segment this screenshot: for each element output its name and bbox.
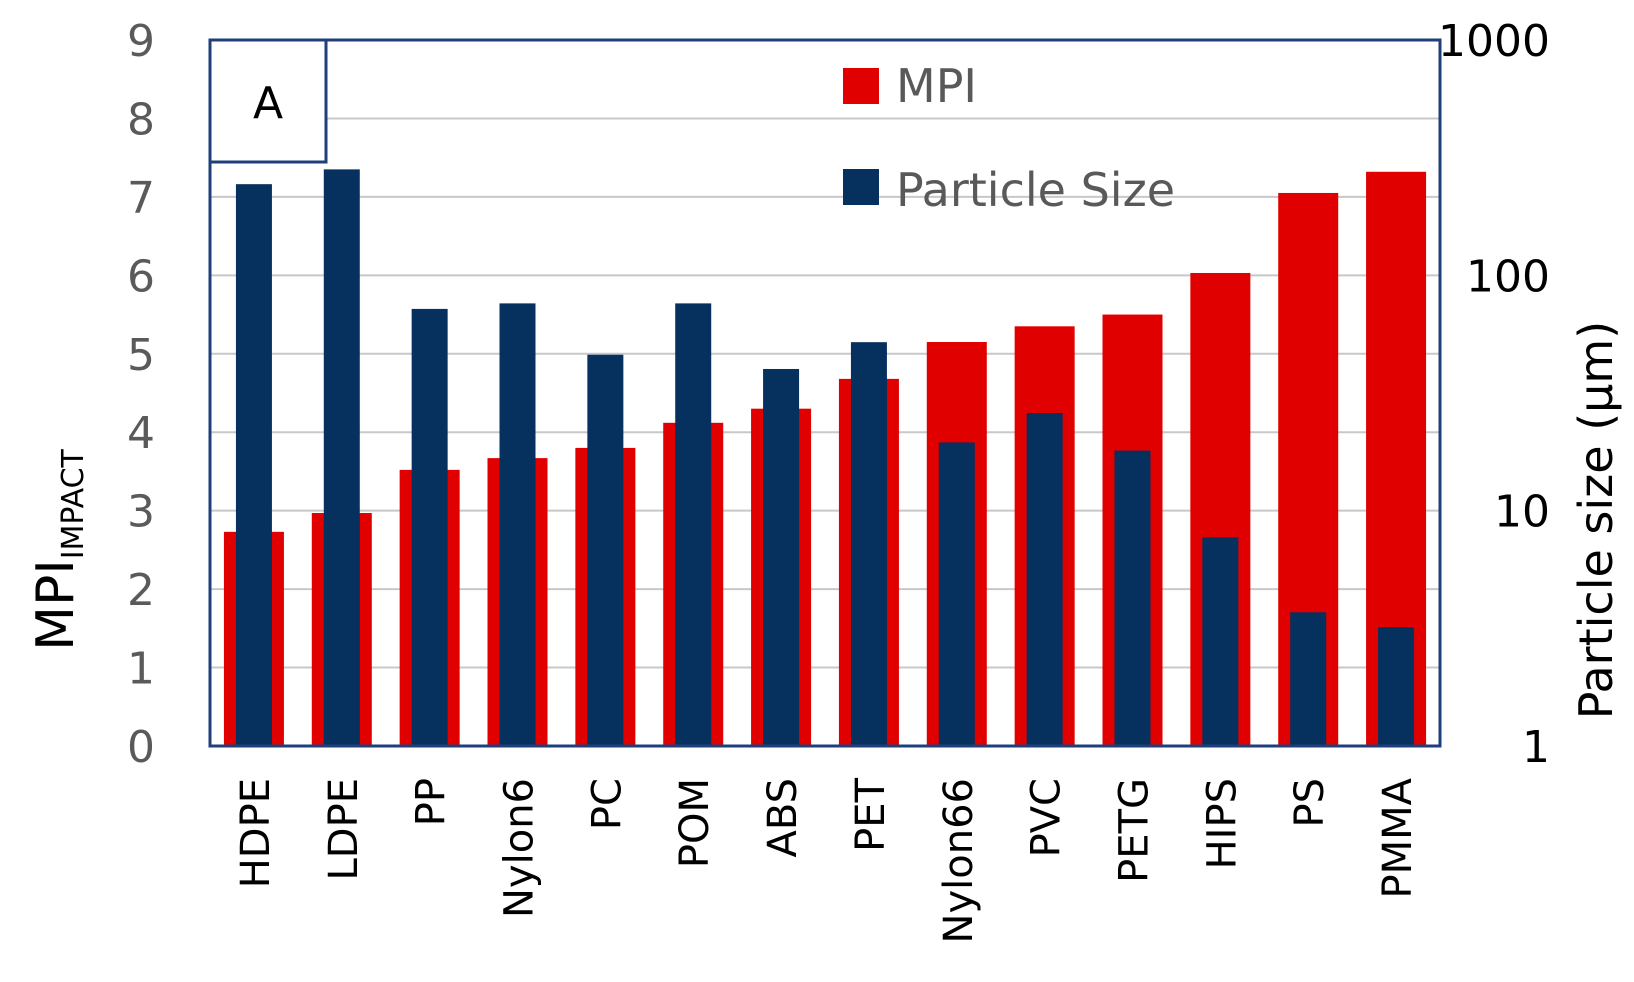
x-tick-label: Nylon66 [936, 778, 982, 943]
bar-particle-size-hdpe [235, 184, 272, 746]
y-tick-label: 7 [127, 173, 155, 224]
mpi-bars [223, 171, 1427, 746]
x-tick-label: PET [848, 777, 894, 851]
bar-particle-size-pet [850, 342, 887, 746]
panel-label: A [253, 78, 283, 129]
x-tick-label: HDPE [233, 778, 279, 888]
y-tick-label: 5 [127, 330, 155, 381]
x-tick-label: PC [584, 778, 630, 830]
gridlines [210, 39, 1440, 669]
left-axis-label: MPIIMPACT [26, 448, 91, 650]
y-tick-label: 9 [127, 16, 155, 67]
x-tick-label: PVC [1024, 778, 1070, 857]
bar-particle-size-pp [411, 308, 448, 746]
y-tick-label: 0 [127, 722, 155, 773]
particle-size-bars [235, 169, 1415, 747]
y-tick-label: 6 [127, 251, 155, 302]
bar-particle-size-hips [1202, 537, 1239, 746]
panel-label-box: A [208, 38, 328, 164]
x-tick-label: PETG [1112, 778, 1158, 883]
bar-particle-size-nylon6 [499, 303, 536, 746]
x-tick-label: ABS [760, 778, 806, 858]
y-tick-label: 8 [127, 94, 155, 145]
left-axis-label-subscript: IMPACT [56, 448, 91, 559]
legend-label-particle-size: Particle Size [896, 163, 1175, 217]
legend-label-mpi: MPI [896, 59, 977, 113]
panel-box [208, 38, 328, 164]
left-axis-title: MPIIMPACT [26, 448, 91, 650]
x-axis-ticks: HDPE LDPE PP Nylon6 PC POM ABS PET Nylon66 PVC PET… [233, 777, 1421, 943]
y2-tick-label: 1 [1522, 722, 1550, 773]
left-axis-ticks: 0 1 2 3 4 5 6 7 8 9 [127, 16, 155, 773]
bar-particle-size-abs [763, 368, 800, 746]
right-axis-ticks: 1 10 100 1000 [1438, 16, 1550, 773]
legend-swatch-mpi [843, 68, 879, 104]
bar-particle-size-ldpe [323, 169, 360, 747]
y-tick-label: 2 [127, 565, 155, 616]
bar-particle-size-ps [1290, 612, 1327, 746]
x-tick-label: LDPE [321, 778, 367, 880]
y2-tick-label: 100 [1466, 251, 1550, 302]
bar-particle-size-pc [587, 354, 624, 746]
legend-swatch-particle-size [843, 169, 879, 205]
bar-particle-size-pvc [1026, 413, 1063, 746]
x-tick-label: PP [409, 778, 455, 826]
y2-tick-label: 10 [1494, 487, 1550, 538]
plot-frame [208, 38, 1442, 748]
x-tick-label: POM [672, 778, 718, 868]
x-tick-label: Nylon6 [497, 778, 543, 918]
y-tick-label: 4 [127, 408, 155, 459]
bar-particle-size-pmma [1378, 627, 1415, 746]
right-axis-label: Particle size (μm) [1569, 321, 1623, 719]
left-axis-label-main: MPI [26, 559, 86, 651]
x-tick-label: PMMA [1375, 777, 1421, 898]
bar-particle-size-nylon66 [938, 442, 975, 746]
bar-particle-size-petg [1114, 450, 1151, 746]
bar-particle-size-pom [675, 303, 712, 746]
y-tick-label: 1 [127, 644, 155, 695]
legend: MPI Particle Size [843, 59, 1175, 217]
x-tick-label: HIPS [1199, 778, 1245, 869]
x-tick-label: PS [1287, 778, 1333, 828]
y2-tick-label: 1000 [1438, 16, 1550, 67]
y-tick-label: 3 [127, 487, 155, 538]
